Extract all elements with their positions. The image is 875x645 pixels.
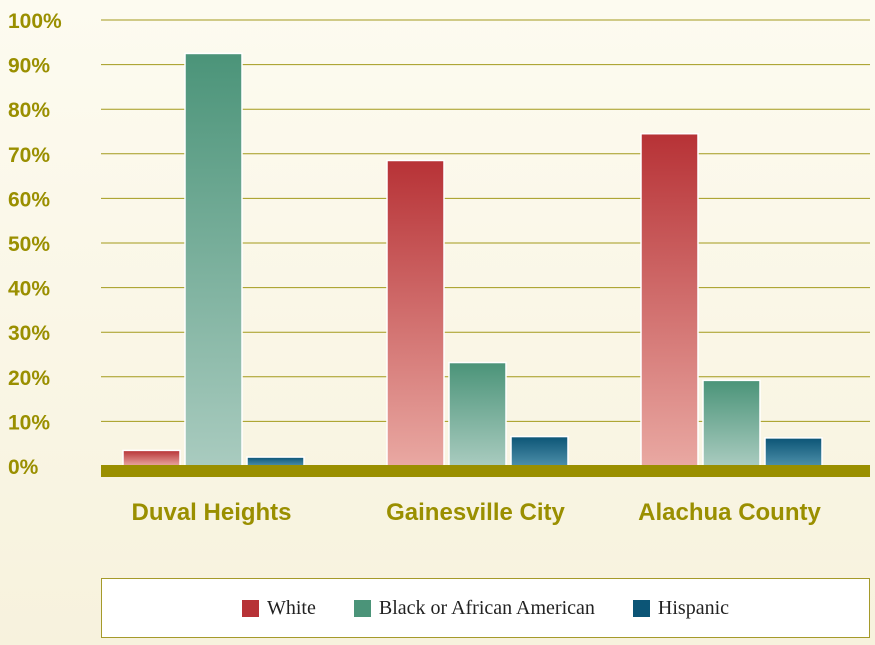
- y-tick-label: 40%: [8, 278, 50, 301]
- legend-label-hispanic: Hispanic: [657, 596, 729, 619]
- y-tick-label: 60%: [8, 188, 50, 211]
- y-tick-label: 80%: [8, 99, 50, 122]
- bar-alachua-county-hispanic: [764, 437, 823, 467]
- category-label: Duval Heights: [131, 499, 291, 526]
- bar-gainesville-city-hispanic: [510, 435, 569, 467]
- bar-duval-heights-black-or-african-american: [184, 52, 243, 467]
- bar-gainesville-city-white: [386, 159, 445, 467]
- legend-item-white: White: [242, 597, 316, 620]
- bar-alachua-county-black-or-african-american: [702, 379, 761, 467]
- bar-gainesville-city-black-or-african-american: [448, 361, 507, 467]
- y-tick-label: 50%: [8, 233, 50, 256]
- legend: White Black or African American Hispanic: [101, 578, 870, 638]
- y-tick-label: 70%: [8, 144, 50, 167]
- legend-swatch-hispanic: [632, 599, 650, 617]
- legend-swatch-black: [353, 599, 371, 617]
- y-axis-ticks: 0% 10% 20% 30% 40% 50% 60% 70% 80% 90% 100%: [8, 10, 62, 479]
- y-tick-label: 30%: [8, 322, 50, 345]
- x-axis-categories: Duval Heights Gainesville City Alachua Cou…: [131, 499, 821, 526]
- category-label: Gainesville City: [386, 499, 565, 526]
- legend-label-black: Black or African American: [378, 596, 595, 619]
- bar-chart: 0% 10% 20% 30% 40% 50% 60% 70% 80% 90% 100% Duval …: [8, 10, 870, 526]
- bar-duval-heights-white: [122, 449, 181, 467]
- bar-alachua-county-white: [640, 132, 699, 467]
- legend-item-hispanic: Hispanic: [632, 596, 729, 620]
- x-axis-baseline: [101, 465, 870, 477]
- bar-duval-heights-hispanic: [246, 456, 305, 467]
- y-tick-label: 10%: [8, 411, 50, 434]
- legend-label-white: White: [267, 596, 316, 619]
- y-tick-label: 100%: [8, 10, 62, 33]
- legend-swatch-white: [242, 599, 259, 617]
- category-label: Alachua County: [638, 499, 821, 526]
- legend-item-black: Black or African American: [353, 596, 595, 620]
- bars: [122, 52, 823, 467]
- y-tick-label: 20%: [8, 367, 50, 390]
- y-tick-label: 90%: [8, 55, 50, 78]
- y-tick-label: 0%: [8, 456, 39, 479]
